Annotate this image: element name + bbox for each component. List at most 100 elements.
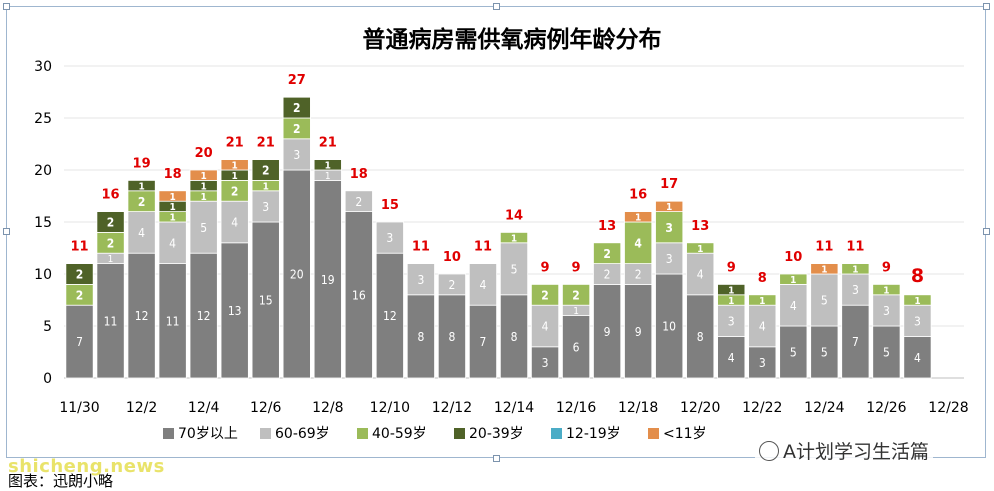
data-label: 4: [480, 278, 487, 292]
data-label: 3: [728, 314, 735, 328]
data-label: 1: [728, 285, 734, 296]
bar-segment: [127, 211, 156, 254]
data-label: 3: [542, 356, 549, 370]
data-label: 2: [448, 278, 455, 292]
total-label: 21: [319, 136, 337, 151]
bar-segment: [748, 304, 777, 348]
data-label: 2: [76, 268, 84, 282]
total-label: 11: [70, 240, 88, 255]
bar-segment: [872, 283, 901, 296]
x-tick-label: 12/24: [804, 400, 844, 416]
data-label: 4: [790, 299, 797, 313]
bar-segment: [499, 231, 529, 244]
bar-segment: [593, 242, 622, 265]
data-label: 1: [666, 202, 672, 213]
data-label: 2: [107, 216, 115, 230]
total-label: 14: [505, 208, 523, 223]
bar-segment: [655, 242, 684, 275]
x-tick-label: 11/30: [59, 400, 99, 416]
data-label: 2: [635, 268, 642, 282]
bar-segment: [189, 252, 218, 379]
resize-handle-top-left[interactable]: [3, 3, 10, 10]
bar-segment: [624, 283, 653, 379]
bar-segment: [562, 315, 591, 379]
y-tick-label: 20: [34, 163, 52, 179]
data-label: 1: [263, 181, 269, 192]
bar-segment: [437, 294, 466, 379]
data-label: 1: [697, 244, 703, 255]
bar-segment: [220, 242, 249, 379]
legend: 70岁以上 60-69岁 40-59岁 20-39岁 12-19岁 <11岁: [163, 426, 707, 442]
data-label: 3: [759, 356, 766, 370]
data-label: 5: [200, 221, 207, 235]
data-label: 4: [169, 236, 176, 250]
total-label: 11: [815, 240, 833, 255]
data-label: 7: [852, 335, 859, 349]
bar-segment: [127, 252, 156, 379]
x-axis: 11/30 12/2 12/4 12/6 12/8 12/10 12/12 12/14 12/1…: [59, 400, 968, 416]
bar-segment: [406, 263, 435, 296]
data-label: 20: [290, 268, 304, 282]
data-label: 1: [883, 285, 889, 296]
data-label: 2: [293, 122, 301, 136]
total-label: 10: [443, 250, 461, 265]
legend-label: 70岁以上: [178, 426, 238, 442]
resize-handle-middle-right[interactable]: [983, 228, 990, 235]
resize-handle-bottom-middle[interactable]: [493, 455, 500, 462]
data-label: 1: [232, 171, 238, 182]
x-tick-label: 12/6: [250, 400, 282, 416]
data-label: 4: [542, 320, 549, 334]
legend-swatch: [551, 428, 562, 439]
bar-segment: [468, 304, 498, 379]
data-label: 8: [417, 330, 424, 344]
x-tick-label: 12/14: [494, 400, 534, 416]
x-tick-label: 12/16: [556, 400, 596, 416]
bar-segment: [468, 263, 498, 306]
legend-swatch: [163, 428, 174, 439]
bar-segment: [127, 179, 156, 192]
legend-swatch: [260, 428, 271, 439]
data-label: 8: [448, 330, 455, 344]
data-label: 1: [821, 265, 827, 276]
bar-segment: [562, 283, 591, 306]
resize-handle-middle-left[interactable]: [3, 228, 10, 235]
data-label: 2: [355, 195, 362, 209]
resize-handle-top-middle[interactable]: [493, 3, 500, 10]
legend-label: 40-59岁: [372, 426, 427, 442]
bar-segment: [686, 242, 715, 254]
legend-swatch: [357, 428, 368, 439]
bar-segment: [841, 273, 870, 306]
data-label: 4: [914, 351, 921, 365]
total-label: 9: [541, 260, 550, 275]
data-label: 2: [603, 247, 611, 261]
data-label: 1: [573, 306, 579, 317]
data-label: 16: [352, 288, 366, 302]
bar-segment: [499, 242, 529, 296]
data-label: 2: [572, 288, 580, 302]
bar-segment: [437, 273, 466, 296]
resize-handle-top-right[interactable]: [983, 3, 990, 10]
total-label: 10: [784, 250, 802, 265]
total-label: 9: [727, 260, 736, 275]
total-label: 13: [691, 219, 709, 234]
y-axis: 0 5 10 15 20 25 30: [34, 59, 52, 387]
x-tick-label: 12/4: [188, 400, 220, 416]
bar-segment: [903, 294, 932, 306]
bar-segment: [220, 159, 249, 171]
bar-segment: [344, 190, 373, 213]
total-label: 18: [350, 167, 368, 182]
wechat-label: A计划学习生活篇: [783, 441, 929, 463]
bar-segment: [903, 304, 932, 337]
bar-segment: [779, 273, 808, 285]
total-label: 13: [598, 219, 616, 234]
total-label: 11: [474, 240, 492, 255]
data-label: 1: [728, 296, 734, 307]
bar-segment: [748, 294, 777, 306]
data-label: 1: [759, 296, 765, 307]
bar-segment: [158, 263, 187, 379]
x-tick-label: 12/8: [312, 400, 343, 416]
bar-segment: [344, 211, 373, 379]
bar-segment: [717, 283, 746, 296]
bar-segment: [686, 252, 715, 296]
data-label: 4: [728, 351, 735, 365]
